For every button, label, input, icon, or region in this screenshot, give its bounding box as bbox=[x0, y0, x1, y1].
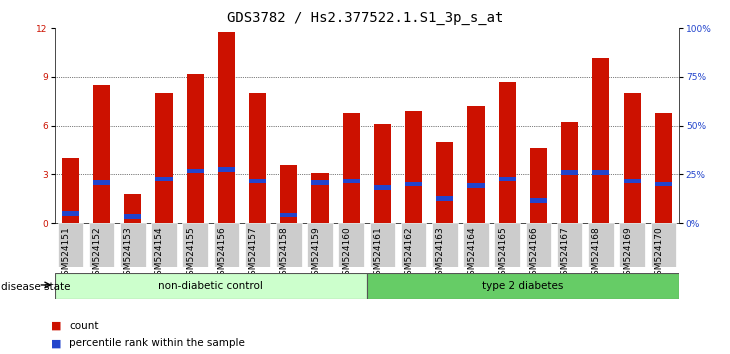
Bar bbox=[187, 169, 204, 173]
Text: GSM524164: GSM524164 bbox=[467, 227, 476, 281]
FancyBboxPatch shape bbox=[120, 223, 145, 267]
Bar bbox=[623, 93, 641, 223]
Bar bbox=[312, 180, 328, 185]
Bar bbox=[374, 124, 391, 223]
Bar bbox=[62, 158, 79, 223]
Text: GSM524163: GSM524163 bbox=[436, 227, 445, 281]
Bar bbox=[218, 32, 235, 223]
Bar bbox=[405, 182, 422, 186]
FancyBboxPatch shape bbox=[588, 223, 614, 267]
Bar bbox=[655, 113, 672, 223]
Text: non-diabetic control: non-diabetic control bbox=[158, 281, 264, 291]
Bar bbox=[342, 113, 360, 223]
FancyBboxPatch shape bbox=[432, 223, 458, 267]
FancyBboxPatch shape bbox=[276, 223, 301, 267]
Bar bbox=[623, 178, 641, 183]
FancyBboxPatch shape bbox=[369, 223, 395, 267]
Bar bbox=[124, 214, 142, 219]
FancyBboxPatch shape bbox=[526, 223, 551, 267]
Text: GSM524159: GSM524159 bbox=[311, 227, 320, 281]
Text: GSM524160: GSM524160 bbox=[342, 227, 351, 281]
Text: GSM524168: GSM524168 bbox=[592, 227, 601, 281]
Bar bbox=[592, 170, 610, 175]
Bar bbox=[467, 106, 485, 223]
Bar bbox=[218, 167, 235, 172]
Text: count: count bbox=[69, 321, 99, 331]
Bar bbox=[561, 122, 578, 223]
Bar bbox=[437, 196, 453, 201]
Text: percentile rank within the sample: percentile rank within the sample bbox=[69, 338, 245, 348]
Text: GDS3782 / Hs2.377522.1.S1_3p_s_at: GDS3782 / Hs2.377522.1.S1_3p_s_at bbox=[227, 11, 503, 25]
Bar bbox=[499, 82, 516, 223]
FancyBboxPatch shape bbox=[214, 223, 239, 267]
Bar bbox=[62, 211, 79, 216]
Text: GSM524151: GSM524151 bbox=[61, 227, 70, 281]
Text: GSM524167: GSM524167 bbox=[561, 227, 569, 281]
FancyBboxPatch shape bbox=[464, 223, 489, 267]
Text: GSM524158: GSM524158 bbox=[280, 227, 289, 281]
FancyBboxPatch shape bbox=[557, 223, 583, 267]
Text: GSM524169: GSM524169 bbox=[623, 227, 632, 281]
Text: GSM524156: GSM524156 bbox=[218, 227, 226, 281]
Bar bbox=[155, 93, 172, 223]
Text: ■: ■ bbox=[51, 321, 61, 331]
FancyBboxPatch shape bbox=[151, 223, 177, 267]
Bar bbox=[467, 183, 485, 188]
Bar bbox=[187, 74, 204, 223]
Bar bbox=[280, 165, 297, 223]
Bar bbox=[249, 93, 266, 223]
Bar bbox=[342, 178, 360, 183]
Bar bbox=[655, 182, 672, 186]
Text: GSM524165: GSM524165 bbox=[499, 227, 507, 281]
Text: GSM524155: GSM524155 bbox=[186, 227, 195, 281]
FancyBboxPatch shape bbox=[58, 223, 83, 267]
Text: GSM524170: GSM524170 bbox=[654, 227, 664, 281]
Text: ■: ■ bbox=[51, 338, 61, 348]
Bar bbox=[155, 177, 172, 182]
FancyBboxPatch shape bbox=[494, 223, 520, 267]
Bar bbox=[405, 111, 422, 223]
Bar bbox=[367, 273, 679, 299]
FancyBboxPatch shape bbox=[182, 223, 208, 267]
FancyBboxPatch shape bbox=[89, 223, 115, 267]
Text: disease state: disease state bbox=[1, 282, 71, 292]
Bar bbox=[561, 170, 578, 175]
Bar bbox=[530, 148, 547, 223]
Bar bbox=[312, 173, 328, 223]
Text: GSM524166: GSM524166 bbox=[529, 227, 539, 281]
Text: GSM524157: GSM524157 bbox=[249, 227, 258, 281]
Bar bbox=[93, 85, 110, 223]
Text: type 2 diabetes: type 2 diabetes bbox=[483, 281, 564, 291]
FancyBboxPatch shape bbox=[307, 223, 333, 267]
FancyBboxPatch shape bbox=[339, 223, 364, 267]
Text: GSM524154: GSM524154 bbox=[155, 227, 164, 281]
FancyBboxPatch shape bbox=[650, 223, 676, 267]
FancyBboxPatch shape bbox=[401, 223, 426, 267]
FancyBboxPatch shape bbox=[245, 223, 270, 267]
Bar bbox=[592, 57, 610, 223]
Text: GSM524161: GSM524161 bbox=[374, 227, 383, 281]
Bar bbox=[55, 273, 367, 299]
Bar bbox=[437, 142, 453, 223]
Bar bbox=[499, 177, 516, 182]
Text: GSM524153: GSM524153 bbox=[124, 227, 133, 281]
Bar bbox=[93, 180, 110, 185]
Text: GSM524152: GSM524152 bbox=[93, 227, 101, 281]
Bar bbox=[124, 194, 142, 223]
FancyBboxPatch shape bbox=[619, 223, 645, 267]
Text: GSM524162: GSM524162 bbox=[404, 227, 414, 281]
Bar bbox=[249, 178, 266, 183]
Bar bbox=[374, 185, 391, 190]
Bar bbox=[530, 198, 547, 202]
Bar bbox=[280, 213, 297, 217]
